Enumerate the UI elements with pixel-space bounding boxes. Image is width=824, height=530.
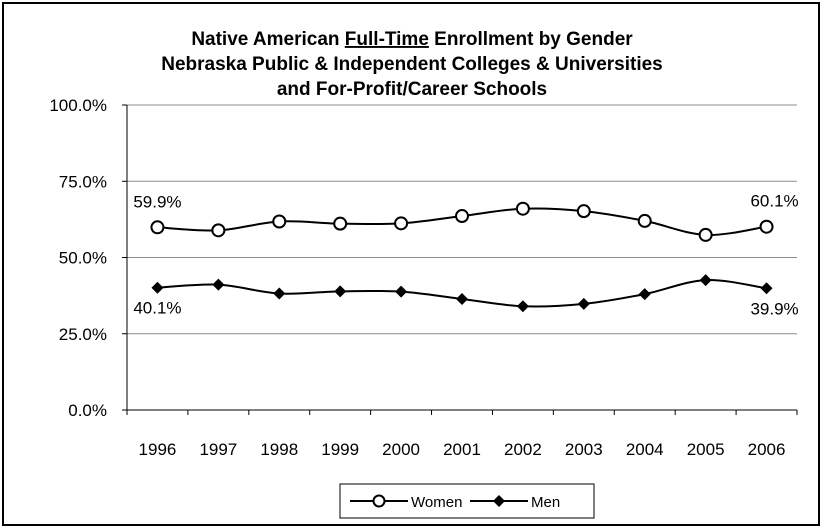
legend-men-marker bbox=[493, 495, 505, 507]
data-label: 39.9% bbox=[750, 299, 798, 318]
data-point-women bbox=[455, 209, 469, 224]
y-tick-label: 25.0% bbox=[59, 325, 107, 344]
data-label: 60.1% bbox=[750, 192, 798, 211]
data-label: 59.9% bbox=[133, 192, 181, 211]
data-point-men bbox=[699, 274, 712, 287]
x-tick-label: 2001 bbox=[443, 440, 481, 459]
x-tick-label: 2005 bbox=[687, 440, 725, 459]
data-point-women bbox=[698, 227, 713, 242]
data-point-men bbox=[760, 282, 773, 295]
y-tick-label: 100.0% bbox=[49, 96, 107, 115]
chart-title-line-2: Nebraska Public & Independent Colleges &… bbox=[161, 54, 663, 75]
data-point-women bbox=[576, 204, 591, 219]
data-point-men bbox=[516, 300, 529, 313]
y-tick-label: 0.0% bbox=[68, 401, 107, 420]
data-point-men bbox=[577, 297, 590, 310]
series-men bbox=[151, 274, 773, 313]
data-label: 40.1% bbox=[133, 299, 181, 318]
axes bbox=[122, 104, 798, 415]
x-tick-label: 2002 bbox=[504, 440, 542, 459]
legend-men-label: Men bbox=[531, 494, 560, 511]
data-point-men bbox=[456, 292, 468, 305]
title-prefix: Native American bbox=[191, 29, 344, 50]
chart-title-line-1: Native American Full-Time Enrollment by … bbox=[191, 29, 633, 50]
data-labels: 59.9% 60.1% 40.1% 39.9% bbox=[133, 192, 798, 319]
y-axis-tick-labels: 0.0% 25.0% 50.0% 75.0% 100.0% bbox=[49, 96, 107, 420]
data-point-men bbox=[638, 288, 651, 301]
data-point-men bbox=[395, 285, 408, 298]
data-series bbox=[150, 201, 774, 313]
y-tick-label: 50.0% bbox=[59, 249, 107, 268]
chart-title-line-3: and For-Profit/Career Schools bbox=[277, 79, 547, 100]
y-tick-label: 75.0% bbox=[59, 172, 107, 191]
x-tick-label: 2003 bbox=[565, 440, 603, 459]
data-point-women bbox=[394, 216, 409, 231]
series-women bbox=[150, 201, 774, 242]
data-point-men bbox=[273, 287, 286, 300]
data-point-women bbox=[515, 201, 530, 216]
data-point-women bbox=[211, 223, 226, 238]
data-point-women bbox=[150, 220, 165, 235]
x-tick-label: 2000 bbox=[382, 440, 420, 459]
x-axis-tick-labels: 1996 1997 1998 1999 2000 2001 2002 2003 2004 2005… bbox=[139, 440, 786, 459]
title-underlined: Full-Time bbox=[345, 29, 429, 50]
data-point-women bbox=[333, 216, 348, 231]
data-point-women bbox=[759, 219, 774, 234]
data-point-men bbox=[334, 285, 347, 298]
x-tick-label: 1999 bbox=[321, 440, 359, 459]
x-tick-label: 1998 bbox=[260, 440, 298, 459]
data-point-men bbox=[212, 278, 225, 291]
legend: Women Men bbox=[339, 483, 595, 519]
gridlines bbox=[127, 104, 797, 335]
data-point-men bbox=[151, 281, 164, 294]
data-point-women bbox=[272, 214, 287, 229]
data-point-women bbox=[637, 213, 652, 228]
x-tick-label: 1997 bbox=[199, 440, 237, 459]
title-suffix: Enrollment by Gender bbox=[429, 29, 633, 50]
x-tick-label: 1996 bbox=[139, 440, 177, 459]
x-tick-label: 2004 bbox=[626, 440, 664, 459]
x-tick-label: 2006 bbox=[748, 440, 786, 459]
legend-women-label: Women bbox=[411, 494, 462, 511]
legend-women-marker bbox=[372, 494, 386, 508]
